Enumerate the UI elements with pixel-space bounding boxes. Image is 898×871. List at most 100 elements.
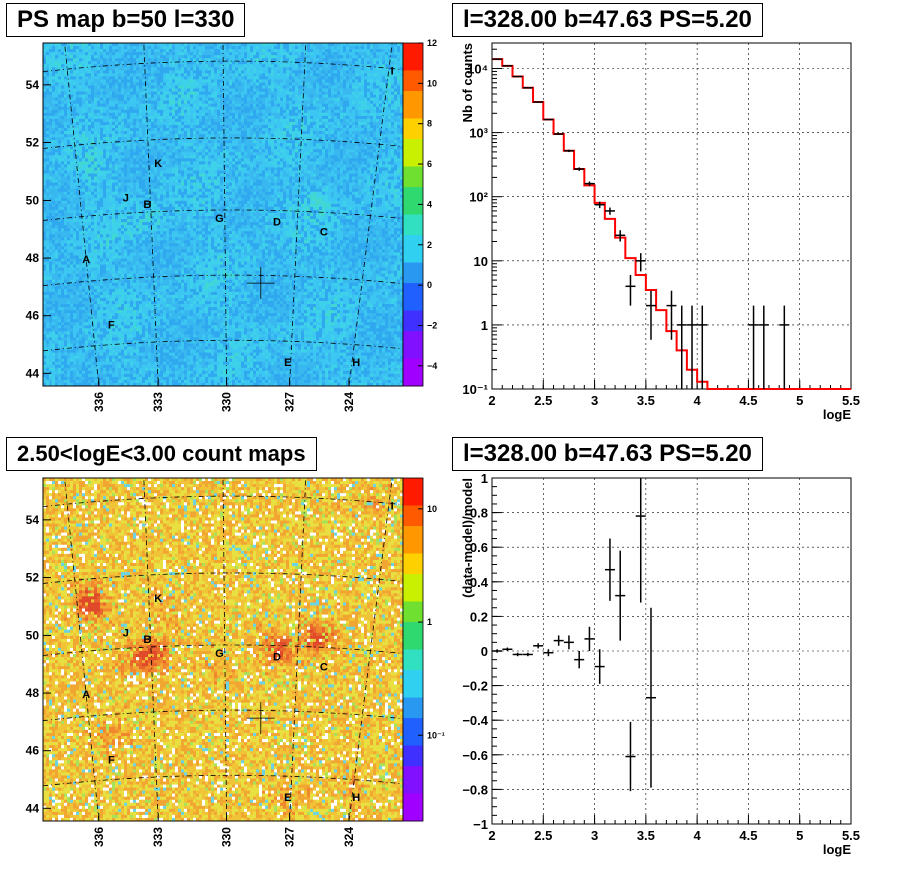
source-label: D <box>273 651 281 663</box>
colorbar-cell <box>403 331 423 338</box>
colorbar-cell <box>403 725 423 732</box>
colorbar-cell <box>403 84 423 91</box>
colorbar-cell <box>403 139 423 146</box>
colorbar-cell <box>403 166 423 173</box>
colorbar-cell <box>403 485 423 492</box>
y-tick-label: 44 <box>26 366 40 380</box>
x-tick-label: 2 <box>488 828 495 843</box>
colorbar-cell <box>403 766 423 773</box>
colorbar-cell <box>403 677 423 684</box>
source-label: F <box>108 754 115 766</box>
y-axis-label: Nb of counts <box>460 43 475 122</box>
colorbar-cell <box>403 317 423 324</box>
colorbar-tick-label: 10⁻¹ <box>427 730 445 740</box>
colorbar-cell <box>403 256 423 263</box>
x-tick-label: 327 <box>283 392 297 412</box>
y-tick-label: 46 <box>26 744 40 758</box>
colorbar-cell <box>403 352 423 359</box>
source-label: I <box>391 65 394 77</box>
colorbar-cell <box>403 359 423 366</box>
source-label: I <box>391 500 394 512</box>
colorbar-cell <box>403 146 423 153</box>
colorbar-cell <box>403 656 423 663</box>
colorbar-cell <box>403 208 423 215</box>
x-tick-label: 2 <box>488 393 495 408</box>
y-tick-label: 48 <box>26 686 40 700</box>
colorbar-cell <box>403 670 423 677</box>
y-tick-label: 0.6 <box>470 540 488 555</box>
y-tick-label: 10⁴ <box>467 62 488 77</box>
x-tick-label: 330 <box>220 392 234 412</box>
source-label: F <box>108 319 115 331</box>
colorbar-cell <box>403 43 423 50</box>
x-tick-label: 3 <box>591 828 598 843</box>
x-tick-label: 4 <box>694 828 702 843</box>
y-tick-label: 10³ <box>469 126 488 141</box>
colorbar-tick-label: 10 <box>427 504 437 514</box>
y-tick-label: 0 <box>481 644 488 659</box>
colorbar-cell <box>403 814 423 821</box>
colorbar-cell <box>403 691 423 698</box>
colorbar-cell <box>403 519 423 526</box>
colorbar-tick-label: 4 <box>427 199 432 209</box>
y-tick-label: −0.2 <box>462 679 488 694</box>
colorbar-cell <box>403 780 423 787</box>
colorbar-cell <box>403 787 423 794</box>
y-tick-label: 50 <box>26 193 40 207</box>
colorbar-cell <box>403 187 423 194</box>
colorbar-tick-label: −4 <box>427 361 437 371</box>
colorbar-cell <box>403 588 423 595</box>
colorbar-cell <box>403 615 423 622</box>
colorbar-cell <box>403 773 423 780</box>
colorbar-cell <box>403 221 423 228</box>
y-tick-label: 10² <box>469 190 488 205</box>
grid <box>492 478 851 824</box>
colorbar-cell <box>403 290 423 297</box>
x-tick-label: 333 <box>151 392 165 412</box>
colorbar-tick-label: −2 <box>427 320 437 330</box>
colorbar-cell <box>403 263 423 270</box>
y-tick-label: 50 <box>26 628 40 642</box>
colorbar-cell <box>403 153 423 160</box>
x-tick-label: 5 <box>796 828 803 843</box>
y-tick-label: 48 <box>26 251 40 265</box>
colorbar-cell <box>403 560 423 567</box>
colorbar-cell <box>403 698 423 705</box>
x-tick-label: 5.5 <box>842 393 860 408</box>
y-tick-label: 1 <box>481 318 488 333</box>
source-label: J <box>123 627 129 639</box>
source-label: H <box>352 357 360 369</box>
y-tick-label: 54 <box>26 513 40 527</box>
x-tick-label: 336 <box>92 827 106 847</box>
colorbar-cell <box>403 512 423 519</box>
source-label: J <box>123 192 129 204</box>
colorbar-cell <box>403 91 423 98</box>
colorbar-cell <box>403 622 423 629</box>
source-label: H <box>352 792 360 804</box>
colorbar-cell <box>403 553 423 560</box>
colorbar-cell <box>403 125 423 132</box>
colorbar-cell <box>403 269 423 276</box>
colorbar-cell <box>403 752 423 759</box>
colorbar-cell <box>403 180 423 187</box>
source-label: B <box>143 199 151 211</box>
y-tick-label: 1 <box>481 471 488 486</box>
x-tick-label: 3.5 <box>637 393 655 408</box>
colorbar-cell <box>403 64 423 71</box>
x-tick-label: 4.5 <box>739 393 757 408</box>
x-tick-label: 333 <box>151 827 165 847</box>
colorbar-tick-label: 8 <box>427 119 432 129</box>
colorbar-cell <box>403 601 423 608</box>
colorbar-cell <box>403 608 423 615</box>
colorbar-cell <box>403 492 423 499</box>
colorbar-cell <box>403 118 423 125</box>
colorbar-cell <box>403 249 423 256</box>
source-label: E <box>284 357 291 369</box>
x-axis-label: logE <box>823 842 851 857</box>
colorbar-cell <box>403 746 423 753</box>
source-label: E <box>284 792 291 804</box>
y-tick-label: −0.4 <box>462 713 488 728</box>
colorbar-cell <box>403 345 423 352</box>
